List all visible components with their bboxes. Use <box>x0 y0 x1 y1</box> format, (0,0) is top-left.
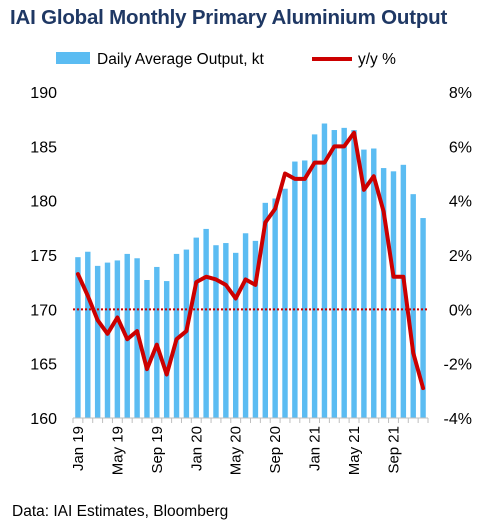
chart-title: IAI Global Monthly Primary Aluminium Out… <box>10 6 448 29</box>
right-tick-label: 6% <box>449 139 472 156</box>
bar-23 <box>302 160 308 418</box>
left-tick-label: 160 <box>30 411 57 428</box>
bar-series <box>75 123 426 419</box>
x-tick-label: Sep 20 <box>267 426 284 474</box>
yoy-line <box>75 130 426 391</box>
legend-swatch-bars <box>56 52 90 64</box>
x-tick-label: Jan 20 <box>188 426 205 471</box>
right-tick-label: 2% <box>449 248 472 265</box>
bar-10 <box>173 253 180 418</box>
left-tick-label: 190 <box>30 85 57 102</box>
left-tick-label: 165 <box>30 357 57 374</box>
x-tick-label: May 20 <box>228 426 245 475</box>
x-tick-label: Sep 21 <box>386 426 403 474</box>
right-tick-label: -4% <box>444 411 472 428</box>
bar-34 <box>410 194 416 418</box>
bar-26 <box>331 130 338 418</box>
bar-19 <box>262 202 268 418</box>
bar-8 <box>154 266 160 418</box>
bar-21 <box>282 188 288 418</box>
bar-2 <box>94 265 101 418</box>
left-tick-label: 180 <box>30 194 57 211</box>
bar-20 <box>272 198 278 418</box>
bar-27 <box>341 127 347 419</box>
bar-31 <box>380 168 387 418</box>
right-tick-label: 8% <box>449 85 472 102</box>
bar-12 <box>193 237 199 418</box>
bar-14 <box>213 245 219 418</box>
x-tick-label: Jan 21 <box>307 426 324 471</box>
bar-16 <box>233 252 239 418</box>
x-tick-label: May 21 <box>346 426 363 475</box>
x-axis-labels: Jan 19 May 19 Sep 19 Jan 20 May 20 Sep 20 Jan … <box>70 426 403 475</box>
x-tick-label: Sep 19 <box>149 426 166 474</box>
right-tick-label: 4% <box>449 194 472 211</box>
bar-0 <box>75 257 81 418</box>
bar-4 <box>114 260 121 418</box>
left-tick-label: 185 <box>30 139 57 156</box>
source-note: Data: IAI Estimates, Bloomberg <box>12 503 229 520</box>
right-axis-ticks: -4% -2% 0% 2% 4% 6% 8% <box>444 85 472 428</box>
bar-1 <box>85 251 91 418</box>
bar-32 <box>390 171 397 418</box>
right-tick-label: 0% <box>449 302 472 319</box>
x-tick-label: May 19 <box>109 426 126 475</box>
legend: Daily Average Output, kt y/y % <box>56 51 396 68</box>
x-axis-ticks <box>72 418 429 423</box>
x-tick-label: Jan 19 <box>70 426 87 471</box>
bar-22 <box>292 161 298 419</box>
bar-24 <box>311 134 318 418</box>
left-tick-label: 170 <box>30 302 57 319</box>
right-tick-label: -2% <box>444 357 472 374</box>
bar-35 <box>420 218 426 418</box>
bar-15 <box>223 243 229 418</box>
bar-25 <box>321 123 328 418</box>
legend-label-line: y/y % <box>358 51 396 68</box>
bar-30 <box>371 148 377 418</box>
bar-11 <box>183 249 190 418</box>
left-axis-ticks: 160 165 170 175 180 185 190 <box>30 85 57 428</box>
left-tick-label: 175 <box>30 248 57 265</box>
bar-3 <box>104 262 111 418</box>
bar-17 <box>242 233 249 418</box>
bar-13 <box>203 228 209 418</box>
bar-28 <box>351 130 357 418</box>
bar-29 <box>361 149 367 418</box>
bar-9 <box>163 281 170 418</box>
legend-label-bars: Daily Average Output, kt <box>97 51 265 68</box>
bar-18 <box>252 240 259 418</box>
bar-7 <box>144 279 150 418</box>
